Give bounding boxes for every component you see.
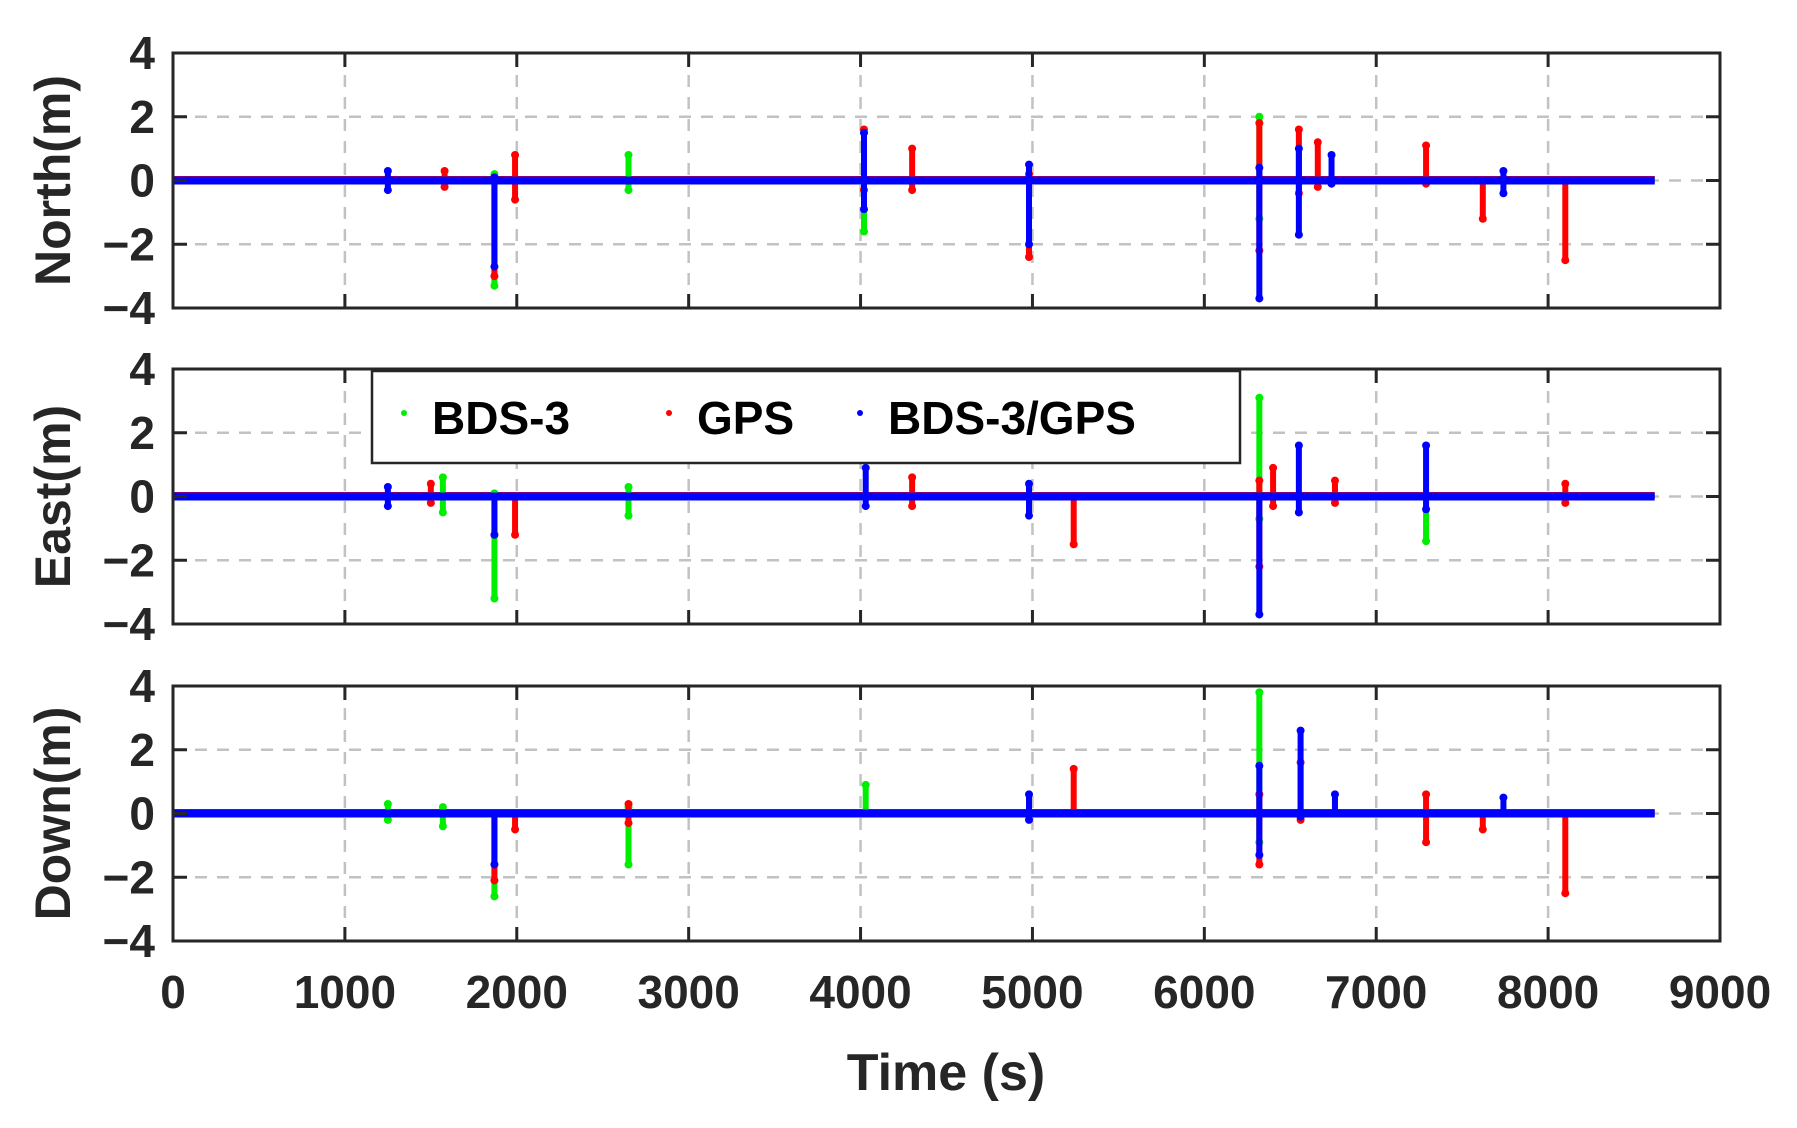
x-tick-label: 2000 xyxy=(466,966,568,1018)
y-tick-label: −2 xyxy=(103,218,155,270)
y-tick-label: 2 xyxy=(129,724,155,776)
y-tick-label: −4 xyxy=(103,598,156,650)
legend: BDS-3 GPS BDS-3/GPS xyxy=(370,369,1242,465)
legend-marker-combined xyxy=(857,410,863,416)
y-tick-label: −4 xyxy=(103,915,156,967)
y-tick-label: 2 xyxy=(129,91,155,143)
data-points xyxy=(173,688,1655,901)
x-tick-label: 8000 xyxy=(1497,966,1599,1018)
y-tick-label: 0 xyxy=(129,155,155,207)
x-axis-label: Time (s) xyxy=(847,1044,1045,1102)
y-tick-label: 0 xyxy=(129,788,155,840)
y-tick-label: −2 xyxy=(103,534,155,586)
legend-marker-gps xyxy=(666,410,672,416)
x-tick-labels: 0 1000 2000 3000 4000 5000 6000 7000 8000 9000 xyxy=(160,966,1771,1018)
y-axis-label: East(m) xyxy=(25,405,81,588)
x-tick-label: 1000 xyxy=(294,966,396,1018)
x-tick-label: 0 xyxy=(160,966,186,1018)
legend-box xyxy=(370,369,1242,465)
x-tick-label: 4000 xyxy=(809,966,911,1018)
y-tick-label: 4 xyxy=(129,27,155,79)
data-points xyxy=(173,112,1655,303)
panel-down: 4 2 0 −2 −4 Down(m) xyxy=(25,660,1722,967)
x-tick-label: 6000 xyxy=(1153,966,1255,1018)
legend-marker-bds3 xyxy=(401,410,407,416)
x-tick-label: 7000 xyxy=(1325,966,1427,1018)
y-tick-label: 4 xyxy=(129,343,155,395)
x-tick-label: 9000 xyxy=(1669,966,1771,1018)
y-tick-label: 0 xyxy=(129,471,155,523)
y-axis-label: North(m) xyxy=(25,75,81,286)
y-tick-label: −2 xyxy=(103,851,155,903)
legend-label-gps: GPS xyxy=(697,392,794,444)
panels: 4 2 0 −2 −4 North(m) 4 2 0 −2 −4 East(m) 4 2 0 −2 −4 Down… xyxy=(25,27,1771,1018)
data-points xyxy=(173,393,1655,619)
legend-label-bds3: BDS-3 xyxy=(432,392,570,444)
panel-north: 4 2 0 −2 −4 North(m) xyxy=(25,27,1722,334)
y-tick-label: 4 xyxy=(129,660,155,712)
x-tick-label: 5000 xyxy=(981,966,1083,1018)
x-tick-label: 3000 xyxy=(637,966,739,1018)
y-tick-label: −4 xyxy=(103,282,156,334)
y-tick-label: 2 xyxy=(129,407,155,459)
y-axis-label: Down(m) xyxy=(25,707,81,921)
legend-label-combined: BDS-3/GPS xyxy=(888,392,1136,444)
